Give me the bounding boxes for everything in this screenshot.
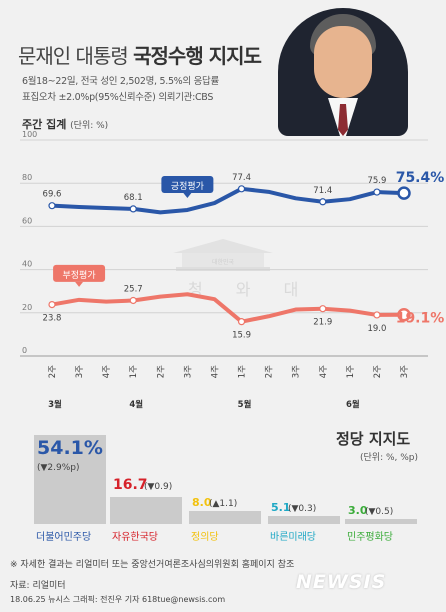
data-label: 75.4% <box>396 170 445 186</box>
survey-note-line1: 6월18~22일, 전국 성인 2,502명, 5.5%의 응답률 <box>22 76 219 87</box>
party-change-label: (▼2.9%p) <box>37 463 80 473</box>
party-section-unit: (단위: %, %p) <box>360 453 419 463</box>
party-name-label: 바른미래당 <box>270 532 316 543</box>
footer-source: 자료: 리얼미터 <box>10 581 66 591</box>
series-line <box>51 186 405 215</box>
series-tag-pointer <box>75 281 84 287</box>
x-tick-label: 3주 <box>75 365 85 378</box>
party-section-title: 정당 지지도 <box>336 430 411 448</box>
president-portrait <box>278 8 408 136</box>
footer-note: ※ 자세한 결과는 리얼미터 또는 중앙선거여론조사심의위원회 홈페이지 참조 <box>10 560 295 570</box>
data-label: 69.6 <box>43 190 62 200</box>
party-change-label: (▼0.9) <box>144 481 173 492</box>
party-change-label: (▼0.3) <box>288 503 317 514</box>
party-bar <box>189 510 261 524</box>
x-group-label: 5월 <box>238 399 252 410</box>
x-tick-label: 2주 <box>373 365 383 378</box>
data-point <box>319 198 327 206</box>
party-bar-chart: 54.1% (▼2.9%p) 더불어민주당 16.7 (▼0.9) 자유한국당 8.0 (▲1… <box>34 435 417 543</box>
data-point <box>48 202 56 210</box>
data-point <box>129 296 137 305</box>
data-point <box>397 307 411 322</box>
x-tick-label: 2주 <box>48 365 58 378</box>
x-group-label: 4월 <box>129 399 143 410</box>
party-name-label: 민주평화당 <box>347 532 393 543</box>
series-tag-label: 부정평가 <box>63 270 96 281</box>
series-tag <box>53 264 106 282</box>
data-point <box>129 205 137 213</box>
party-bar <box>110 496 182 524</box>
x-tick-label: 3주 <box>292 365 302 378</box>
survey-note-line2: 표집오차 ±2.0%p(95%신뢰수준) 의뢰기관:CBS <box>22 92 214 103</box>
x-tick-label: 2주 <box>265 365 275 378</box>
y-tick-label: 80 <box>22 173 32 182</box>
watermark-text: 청 와 대 <box>188 280 313 299</box>
x-tick-label: 4주 <box>102 365 112 378</box>
watermark-emblem-text: 대한민국 <box>212 258 235 266</box>
data-label: 25.7 <box>124 284 143 294</box>
party-change-label: (▼0.5) <box>365 507 394 518</box>
party-name-label: 더불어민주당 <box>36 532 92 543</box>
x-tick-label: 3주 <box>183 365 193 378</box>
data-label: 77.4 <box>232 173 251 183</box>
x-tick-label: 3주 <box>400 365 410 378</box>
party-bar <box>34 435 106 524</box>
party-value-label: 5.1 <box>271 500 291 514</box>
party-value-label: 54.1% <box>37 437 103 459</box>
data-point <box>397 186 411 200</box>
x-tick-label: 4주 <box>210 365 220 378</box>
series-tag <box>161 175 214 193</box>
party-value-label: 8.0 <box>192 495 212 509</box>
data-label: 71.4 <box>313 186 332 196</box>
x-tick-label: 1주 <box>346 365 356 378</box>
footer-credit: 18.06.25 뉴시스 그래픽: 전진우 기자 618tue@newsis.c… <box>10 595 226 604</box>
data-point <box>237 318 246 326</box>
data-label: 68.1 <box>124 193 143 203</box>
party-bar <box>345 519 417 524</box>
x-group-label: 6월 <box>346 399 360 410</box>
x-tick-label: 4주 <box>319 365 329 378</box>
x-tick-label: 2주 <box>156 365 166 378</box>
data-point <box>373 311 381 319</box>
series-tag-pointer <box>183 192 192 198</box>
y-tick-label: 60 <box>22 216 32 225</box>
party-change-label: (▲1.1) <box>209 498 238 509</box>
party-name-label: 정의당 <box>191 532 219 543</box>
data-label: 15.9 <box>232 331 251 341</box>
party-bar <box>268 515 340 524</box>
party-name-label: 자유한국당 <box>112 532 158 543</box>
data-point <box>48 300 56 309</box>
data-label: 75.9 <box>367 176 386 186</box>
x-tick-label: 1주 <box>238 365 248 378</box>
data-point <box>319 305 327 313</box>
data-label: 19.0 <box>367 324 386 334</box>
y-tick-label: 40 <box>22 260 32 269</box>
series-tag-label: 긍정평가 <box>171 181 204 192</box>
blue-house-emblem: 대한민국 <box>173 239 273 271</box>
party-value-label: 16.7 <box>113 476 148 493</box>
x-tick-label: 1주 <box>129 365 139 378</box>
party-value-label: 3.0 <box>348 504 368 518</box>
data-point <box>373 188 381 196</box>
data-label: 23.8 <box>43 314 62 324</box>
approval-line-chart: 0 20 40 60 80 100 69.6 68.1 77.4 71.4 75.9 75.4% 긍정… <box>20 130 445 410</box>
series-line <box>51 292 405 324</box>
weekly-section-title: 주간 집계 (단위: %) <box>22 118 109 131</box>
newsis-logo: NEWSIS <box>296 571 387 593</box>
data-label: 21.9 <box>313 318 332 328</box>
page-title: 문재인 대통령 국정수행 지지도 <box>18 44 262 68</box>
data-point <box>237 185 246 193</box>
y-tick-label: 0 <box>22 346 27 355</box>
data-label: 19.1% <box>396 311 445 327</box>
y-tick-label: 20 <box>22 303 32 312</box>
y-tick-label: 100 <box>22 130 37 139</box>
x-group-label: 3월 <box>48 399 62 410</box>
